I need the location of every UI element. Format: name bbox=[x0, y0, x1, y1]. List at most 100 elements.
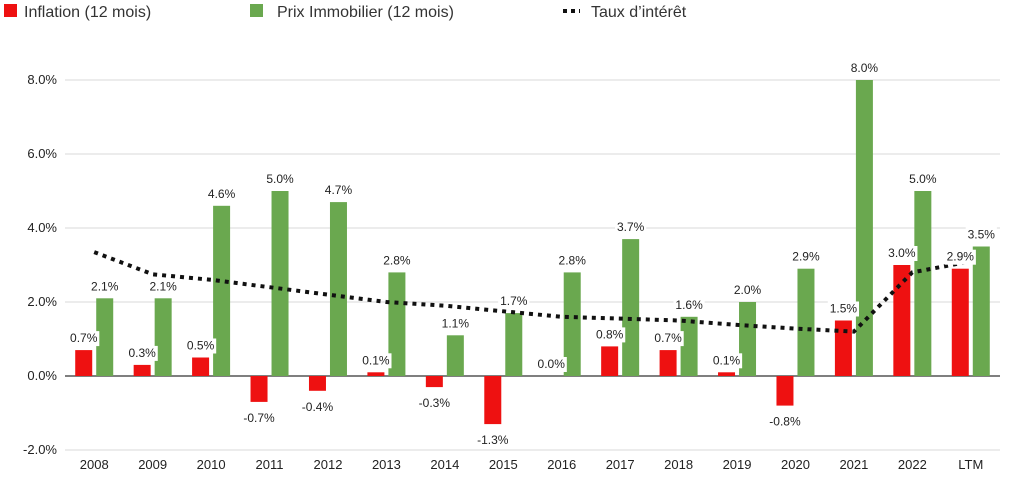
bar-inflation-2013 bbox=[367, 372, 385, 376]
bar-prix-immobilier-2015 bbox=[505, 313, 523, 376]
data-label-inflation-2021: 1.5% bbox=[830, 302, 858, 316]
data-label-background bbox=[848, 61, 881, 76]
x-tick-label: 2015 bbox=[489, 457, 518, 472]
bar-inflation-2021 bbox=[834, 320, 852, 376]
y-tick-label: -2.0% bbox=[23, 442, 57, 457]
bar-prix-immobilier-2008 bbox=[96, 298, 114, 376]
data-label-background bbox=[556, 253, 588, 269]
bar-prix-immobilier-2017 bbox=[622, 239, 640, 376]
data-label-prix-immobilier-LTM: 3.5% bbox=[968, 228, 996, 242]
legend-label-inflation: Inflation (12 mois) bbox=[24, 4, 151, 21]
data-label-prix-immobilier-2015: 1.7% bbox=[500, 294, 528, 308]
bar-inflation-2008 bbox=[75, 350, 93, 376]
y-tick-label: 4.0% bbox=[27, 220, 57, 235]
data-label-background bbox=[205, 186, 238, 202]
interest-rate-polyline bbox=[93, 250, 972, 334]
y-axis-ticks: -2.0% 0.0% 2.0% 4.0% 6.0% 8.0% bbox=[23, 72, 57, 457]
bar-inflation-2019 bbox=[718, 372, 736, 376]
x-tick-label: 2018 bbox=[664, 457, 693, 472]
bar-prix-immobilier-2020 bbox=[797, 268, 815, 376]
y-tick-label: 2.0% bbox=[27, 294, 57, 309]
data-label-prix-immobilier-2013: 2.8% bbox=[383, 253, 411, 267]
data-label-prix-immobilier-2014: 1.1% bbox=[442, 316, 470, 330]
data-label-background bbox=[89, 279, 121, 295]
data-label-prix-immobilier-2016: 2.8% bbox=[559, 253, 587, 267]
x-tick-label: 2010 bbox=[197, 457, 226, 472]
data-label-background bbox=[652, 331, 684, 347]
bar-prix-immobilier-2012 bbox=[329, 202, 347, 376]
bar-prix-immobilier-2018 bbox=[680, 316, 698, 376]
data-label-background bbox=[381, 253, 413, 269]
bars bbox=[75, 80, 990, 425]
x-tick-label: 2008 bbox=[80, 457, 109, 472]
data-label-prix-immobilier-2008: 2.1% bbox=[91, 279, 119, 293]
data-label-background bbox=[790, 249, 822, 265]
x-tick-label: 2021 bbox=[839, 457, 868, 472]
x-tick-label: 2013 bbox=[372, 457, 401, 472]
bar-inflation-2018 bbox=[659, 350, 677, 376]
data-label-background bbox=[765, 414, 804, 430]
bar-inflation-2012 bbox=[308, 376, 326, 391]
data-label-background bbox=[498, 294, 530, 310]
data-label-inflation-LTM: 2.9% bbox=[947, 250, 975, 264]
data-label-inflation-2018: 0.7% bbox=[654, 331, 682, 345]
data-label-background bbox=[827, 301, 860, 317]
data-label-background bbox=[126, 345, 158, 361]
data-label-inflation-2017: 0.8% bbox=[596, 327, 624, 341]
data-label-background bbox=[886, 246, 918, 261]
data-label-inflation-2009: 0.3% bbox=[128, 346, 156, 360]
data-label-inflation-2013: 0.1% bbox=[362, 353, 390, 367]
x-tick-label: 2017 bbox=[606, 457, 635, 472]
data-label-inflation-2022: 3.0% bbox=[888, 246, 916, 260]
data-label-background bbox=[360, 353, 392, 369]
data-label-background bbox=[535, 357, 567, 372]
bar-inflation-2022 bbox=[893, 265, 911, 376]
bar-prix-immobilier-2014 bbox=[446, 335, 464, 376]
x-tick-label: 2020 bbox=[781, 457, 810, 472]
data-label-background bbox=[184, 338, 217, 354]
data-label-prix-immobilier-2011: 5.0% bbox=[266, 172, 294, 186]
legend: Inflation (12 mois) Prix Immobilier (12 … bbox=[4, 4, 687, 21]
data-label-inflation-2015: -1.3% bbox=[477, 433, 509, 447]
bar-inflation-2017 bbox=[601, 346, 619, 376]
legend-label-prix-immobilier: Prix Immobilier (12 mois) bbox=[277, 4, 454, 21]
bar-inflation-2009 bbox=[133, 364, 151, 376]
data-label-prix-immobilier-2009: 2.1% bbox=[149, 279, 177, 293]
interest-rate-line bbox=[93, 250, 972, 334]
legend-swatch-prix-immobilier bbox=[250, 4, 263, 17]
data-labels: 0.7% 2.1% 0.3% 2.1% 0.5% 4.6% -0.7% 5.0% -0.4% 4.… bbox=[68, 61, 997, 449]
x-tick-label: 2009 bbox=[138, 457, 167, 472]
data-label-inflation-2012: -0.4% bbox=[302, 400, 334, 414]
bar-inflation-2011 bbox=[250, 376, 268, 402]
bar-prix-immobilier-2016 bbox=[563, 272, 581, 376]
data-label-background bbox=[731, 283, 764, 298]
x-tick-label: 2012 bbox=[314, 457, 343, 472]
data-label-background bbox=[68, 331, 100, 347]
x-axis-ticks: 2008 2009 2010 2011 2012 2013 2014 2015 2016 2017… bbox=[80, 457, 984, 472]
bar-prix-immobilier-LTM bbox=[972, 246, 990, 376]
bar-inflation-LTM bbox=[951, 268, 969, 376]
data-label-background bbox=[710, 353, 743, 369]
data-label-prix-immobilier-2012: 4.7% bbox=[325, 183, 353, 197]
data-label-background bbox=[439, 316, 471, 332]
bar-inflation-2020 bbox=[776, 376, 794, 406]
bar-prix-immobilier-2021 bbox=[855, 80, 873, 376]
data-label-background bbox=[673, 297, 705, 313]
x-tick-label: 2011 bbox=[256, 457, 284, 472]
bar-prix-immobilier-2013 bbox=[388, 272, 406, 376]
x-tick-label: 2014 bbox=[430, 457, 459, 472]
data-label-background bbox=[615, 220, 647, 236]
legend-label-taux-interet: Taux d’intérêt bbox=[591, 4, 687, 21]
bar-prix-immobilier-2010 bbox=[213, 205, 231, 376]
data-label-background bbox=[594, 327, 626, 343]
data-label-background bbox=[264, 172, 296, 187]
x-tick-label: 2022 bbox=[898, 457, 927, 472]
data-label-prix-immobilier-2022: 5.0% bbox=[909, 172, 937, 186]
data-label-background bbox=[944, 249, 976, 265]
bar-inflation-2010 bbox=[192, 357, 210, 376]
y-tick-label: 6.0% bbox=[27, 146, 57, 161]
data-label-prix-immobilier-2021: 8.0% bbox=[851, 61, 879, 75]
data-label-inflation-2011: -0.7% bbox=[243, 411, 275, 425]
data-label-background bbox=[147, 279, 179, 295]
bar-prix-immobilier-2019 bbox=[739, 302, 757, 376]
